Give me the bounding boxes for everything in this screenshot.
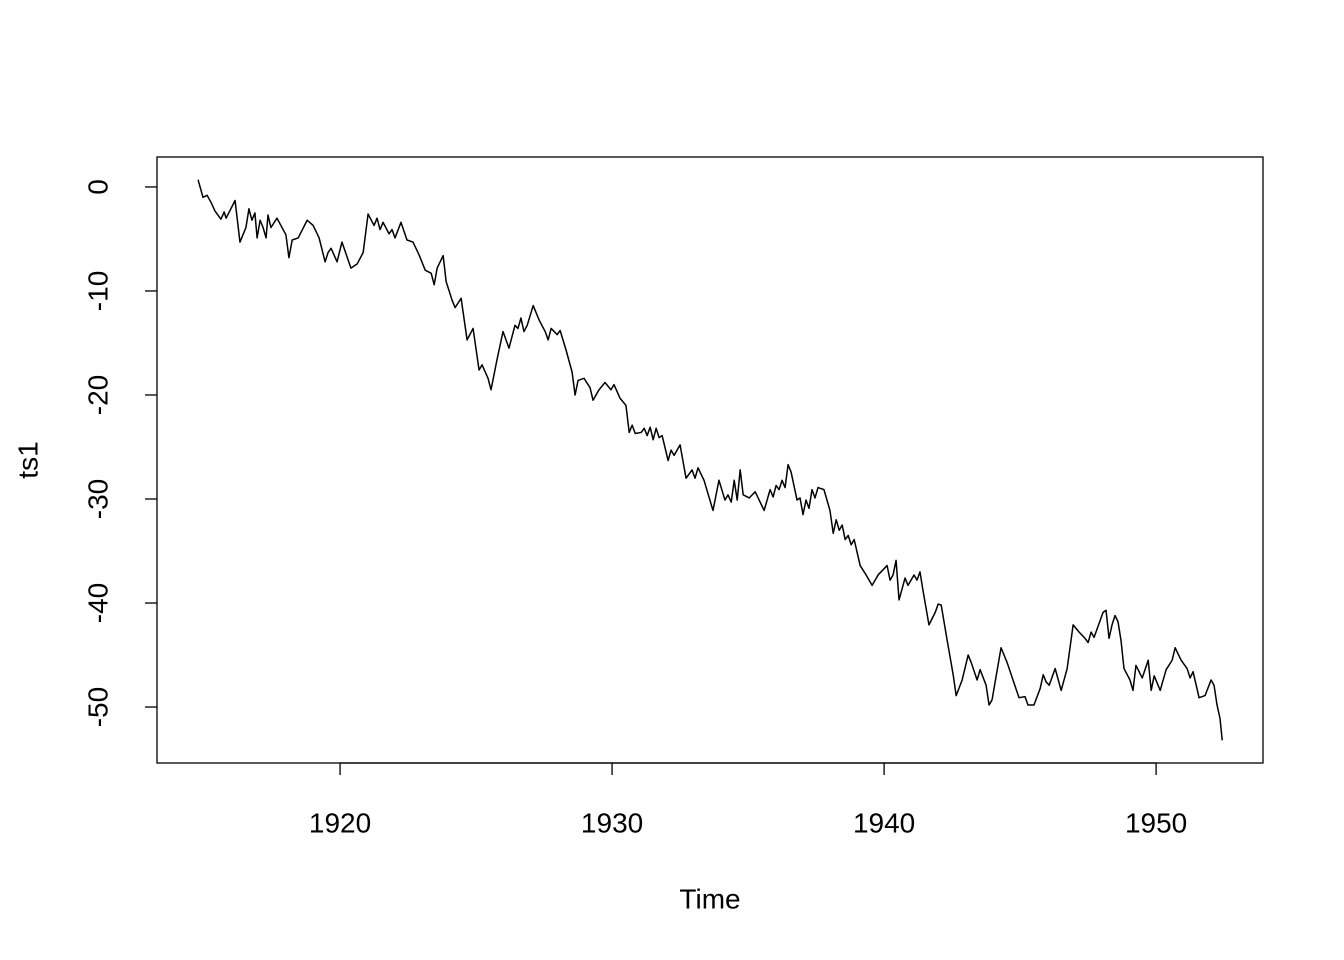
plot-frame	[156, 156, 1264, 764]
x-tick-label: 1920	[309, 807, 371, 838]
x-axis-label: Time	[679, 883, 740, 914]
x-tick-label: 1930	[581, 807, 643, 838]
y-tick-label: 0	[82, 179, 113, 195]
series-line	[197, 179, 1223, 741]
x-tick-label: 1940	[853, 807, 915, 838]
y-tick-label: -50	[82, 687, 113, 727]
y-tick-label: -10	[82, 271, 113, 311]
y-tick-label: -20	[82, 375, 113, 415]
y-axis-label: ts1	[12, 441, 43, 478]
y-tick-label: -40	[82, 583, 113, 623]
y-tick-label: -30	[82, 479, 113, 519]
x-tick-label: 1950	[1125, 807, 1187, 838]
